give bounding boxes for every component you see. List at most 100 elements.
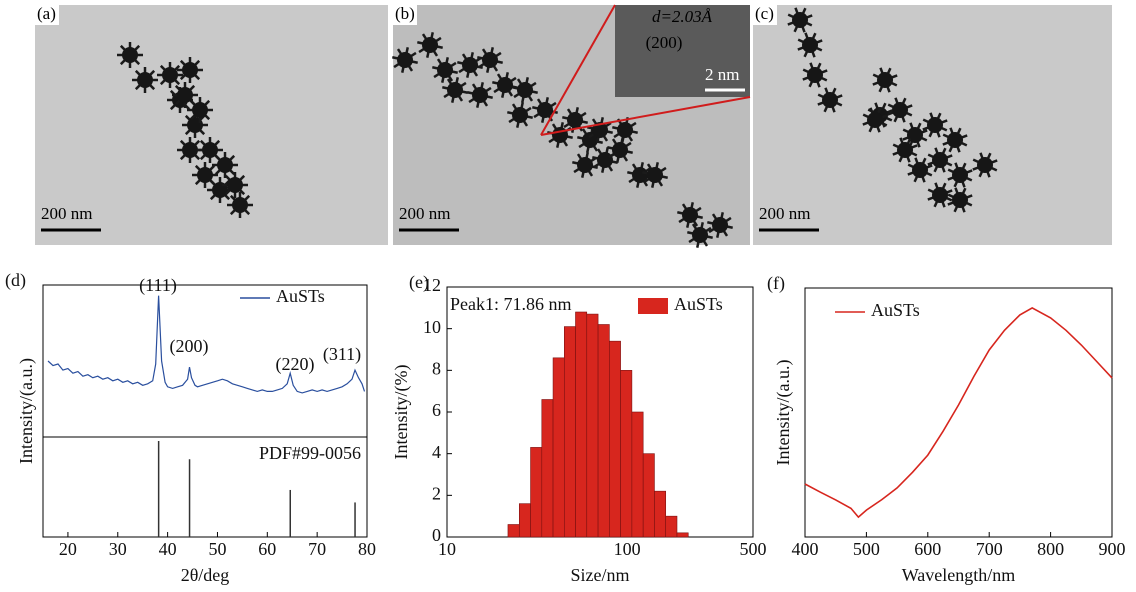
y-tick-label: 2 xyxy=(432,483,441,503)
nanostar xyxy=(632,167,648,183)
legend-label: AuSTs xyxy=(276,286,325,306)
nanostar xyxy=(217,157,233,173)
inset-plane: (200) xyxy=(646,33,683,52)
nanostar xyxy=(692,227,708,243)
nanostar xyxy=(792,12,808,28)
nanostar xyxy=(482,52,498,68)
histogram-bar xyxy=(609,340,621,538)
y-tick-label: 0 xyxy=(432,525,441,545)
y-tick-label: 6 xyxy=(432,400,441,420)
legend-swatch xyxy=(638,298,668,314)
panel-label: (f) xyxy=(767,273,785,294)
histogram-bar xyxy=(642,453,655,538)
nanostar xyxy=(932,187,948,203)
scale-bar-label: 200 nm xyxy=(41,204,92,223)
x-tick-label: 800 xyxy=(1037,539,1064,559)
nanostar xyxy=(927,117,943,133)
y-tick-label: 10 xyxy=(423,317,441,337)
zoom-line xyxy=(540,96,751,136)
x-tick-label: 60 xyxy=(258,539,276,559)
nanostar xyxy=(897,142,913,158)
y-axis-label: Intensity/(a.u.) xyxy=(16,358,37,464)
nanostar xyxy=(232,197,248,213)
nanostar xyxy=(397,52,413,68)
panel-label-bg xyxy=(35,5,59,25)
nanostar xyxy=(437,62,453,78)
nanostar xyxy=(947,132,963,148)
plot-frame xyxy=(42,284,368,538)
histogram-bar xyxy=(575,311,588,538)
legend-label: AuSTs xyxy=(871,300,920,320)
hrtem-inset xyxy=(615,5,750,97)
nanostar xyxy=(977,157,993,173)
nanostar xyxy=(802,37,818,53)
annotation: (220) xyxy=(276,354,315,375)
nanostar xyxy=(447,82,463,98)
nanostar xyxy=(472,87,488,103)
nanostar xyxy=(617,122,633,138)
tem-image xyxy=(35,5,388,245)
inset-scale-label: 2 nm xyxy=(705,65,739,84)
nanostar xyxy=(462,57,478,73)
nanostar xyxy=(932,152,948,168)
data-line xyxy=(47,295,366,394)
panel-label: (a) xyxy=(37,4,56,23)
x-tick-label: 50 xyxy=(208,539,226,559)
nanostar xyxy=(822,92,838,108)
x-axis-label: Size/nm xyxy=(571,565,630,585)
nanostar xyxy=(192,102,208,118)
y-axis-label: Intensity/(a.u.) xyxy=(773,360,794,466)
x-tick-label: 600 xyxy=(914,539,941,559)
histogram-bar xyxy=(654,490,667,538)
y-tick-label: 4 xyxy=(432,442,441,462)
nanostar xyxy=(497,77,513,93)
nanostar xyxy=(647,167,663,183)
nanostar xyxy=(512,107,528,123)
nanostar xyxy=(712,217,728,233)
zoom-line xyxy=(540,4,616,136)
x-tick-label: 10 xyxy=(438,539,456,559)
nanostar xyxy=(182,142,198,158)
histogram-bar xyxy=(620,370,633,538)
x-tick-label: 900 xyxy=(1099,539,1126,559)
panel-label: (d) xyxy=(5,270,26,291)
x-tick-label: 20 xyxy=(59,539,77,559)
scale-bar-label: 200 nm xyxy=(399,204,450,223)
histogram-bar xyxy=(665,515,678,538)
nanostar xyxy=(612,142,628,158)
tem-images: (a) 200 nm (b) 200 nm (c) 200 nm d=2.03Å (200) 2… xyxy=(35,4,1112,248)
nanostar xyxy=(182,62,198,78)
y-tick-label: 12 xyxy=(423,275,441,295)
nanostar xyxy=(177,87,193,103)
nanostar xyxy=(202,142,218,158)
y-tick-label: 8 xyxy=(432,358,441,378)
nanostar xyxy=(137,72,153,88)
x-axis-label: Wavelength/nm xyxy=(902,565,1016,585)
histogram-bar xyxy=(586,313,599,538)
nanostar xyxy=(162,67,178,83)
x-tick-label: 40 xyxy=(159,539,177,559)
nanostar xyxy=(952,192,968,208)
nanostar xyxy=(517,82,533,98)
x-tick-label: 80 xyxy=(358,539,376,559)
nanostar xyxy=(877,72,893,88)
legend-label: AuSTs xyxy=(674,294,723,314)
nanostar xyxy=(227,177,243,193)
nanostar xyxy=(582,132,598,148)
panel-label-bg xyxy=(753,5,777,25)
y-axis-label: Intensity/(%) xyxy=(391,365,412,460)
plot-frame xyxy=(804,287,1113,538)
x-tick-label: 700 xyxy=(976,539,1003,559)
scale-bar-label: 200 nm xyxy=(759,204,810,223)
nanostar xyxy=(892,102,908,118)
x-tick-label: 500 xyxy=(853,539,880,559)
reference-label: PDF#99-0056 xyxy=(259,443,361,463)
nanostar xyxy=(952,167,968,183)
x-tick-label: 70 xyxy=(308,539,326,559)
panel-label: (e) xyxy=(409,272,429,293)
x-axis-label: 2θ/deg xyxy=(181,565,230,585)
histogram-bar xyxy=(552,357,565,538)
nanostar xyxy=(682,207,698,223)
annotation: Peak1: 71.86 nm xyxy=(450,294,572,314)
